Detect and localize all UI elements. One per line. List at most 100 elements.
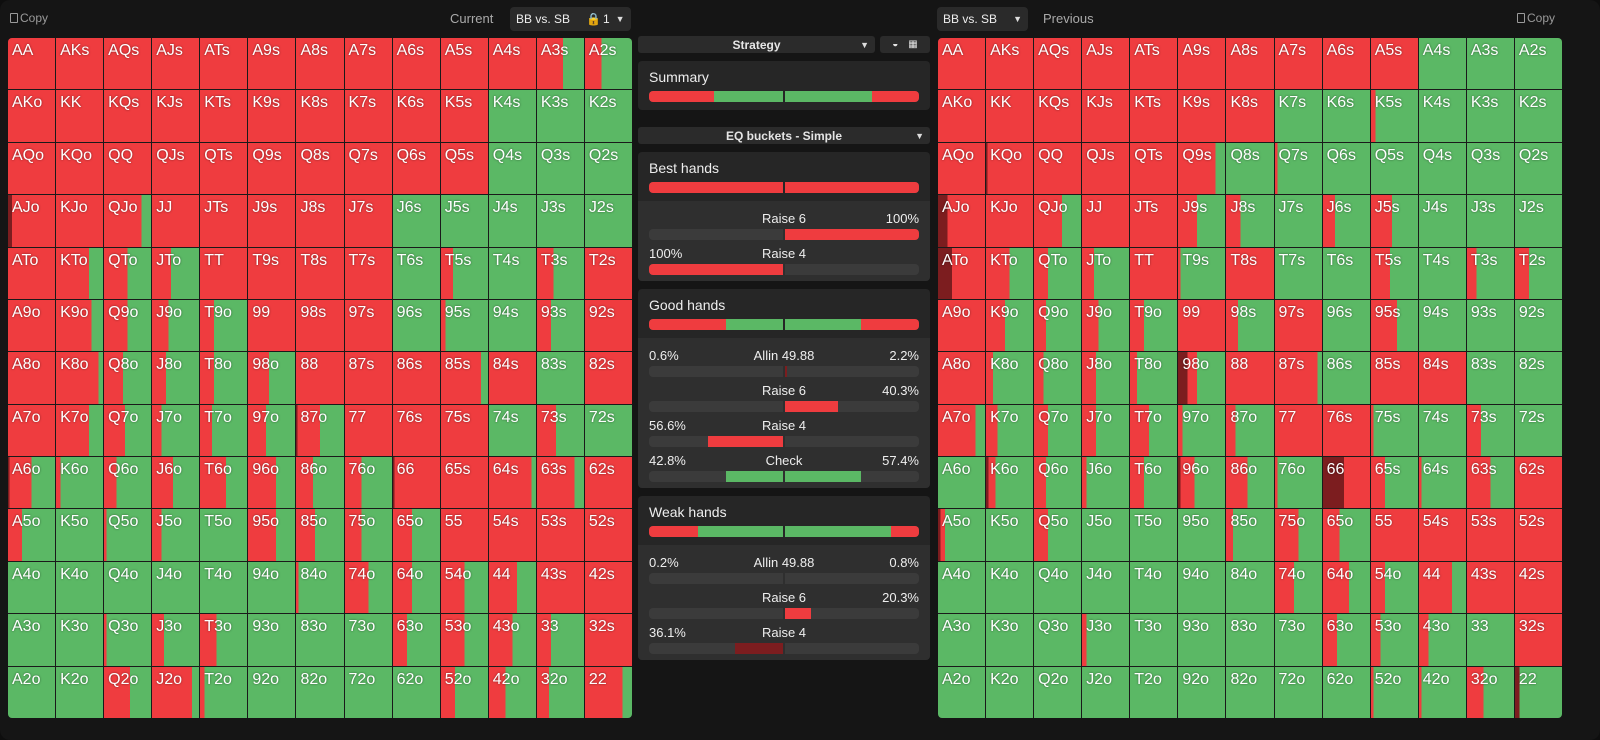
hand-cell[interactable]: 76o xyxy=(344,457,392,509)
hand-cell[interactable]: 92s xyxy=(1514,299,1562,352)
hand-cell[interactable]: K6s xyxy=(1322,90,1370,142)
hand-cell[interactable]: 54s xyxy=(1418,509,1466,561)
hand-cell[interactable]: J8o xyxy=(152,352,200,404)
hand-cell[interactable]: Q8s xyxy=(1226,142,1274,195)
hand-cell[interactable]: 42s xyxy=(584,561,632,614)
hand-cell[interactable]: K5o xyxy=(56,509,104,561)
hand-cell[interactable]: K5s xyxy=(440,90,488,142)
hand-cell[interactable]: KJs xyxy=(1082,90,1130,142)
hand-cell[interactable]: 87s xyxy=(344,352,392,404)
hand-cell[interactable]: AQs xyxy=(104,38,152,90)
hand-cell[interactable]: 83o xyxy=(296,614,344,666)
hand-cell[interactable]: 72s xyxy=(584,404,632,457)
hand-cell[interactable]: TT xyxy=(1130,247,1178,299)
hand-cell[interactable]: 32o xyxy=(1466,666,1514,718)
hand-cell[interactable]: 44 xyxy=(1418,561,1466,614)
hand-cell[interactable]: 54s xyxy=(488,509,536,561)
hand-cell[interactable]: JJ xyxy=(1082,195,1130,247)
hand-cell[interactable]: ATs xyxy=(200,38,248,90)
hand-cell[interactable]: 77 xyxy=(344,404,392,457)
hand-cell[interactable]: 66 xyxy=(1322,457,1370,509)
hand-cell[interactable]: T4s xyxy=(1418,247,1466,299)
hand-cell[interactable]: 95s xyxy=(440,299,488,352)
hand-cell[interactable]: 84s xyxy=(1418,352,1466,404)
hand-cell[interactable]: JJ xyxy=(152,195,200,247)
hand-cell[interactable]: A2s xyxy=(584,38,632,90)
hand-cell[interactable]: J9s xyxy=(1178,195,1226,247)
hand-cell[interactable]: K9s xyxy=(1178,90,1226,142)
hand-cell[interactable]: T5o xyxy=(1130,509,1178,561)
hand-cell[interactable]: K4s xyxy=(1418,90,1466,142)
hand-cell[interactable]: 95o xyxy=(1178,509,1226,561)
hand-cell[interactable]: JTs xyxy=(200,195,248,247)
hand-cell[interactable]: 52s xyxy=(584,509,632,561)
hand-cell[interactable]: Q7s xyxy=(344,142,392,195)
hand-cell[interactable]: K6o xyxy=(56,457,104,509)
hand-cell[interactable]: 43s xyxy=(1466,561,1514,614)
hand-cell[interactable]: QTo xyxy=(104,247,152,299)
hand-cell[interactable]: K6s xyxy=(392,90,440,142)
hand-cell[interactable]: K9s xyxy=(248,90,296,142)
hand-cell[interactable]: A6s xyxy=(392,38,440,90)
hand-cell[interactable]: J5o xyxy=(152,509,200,561)
hand-cell[interactable]: A3o xyxy=(8,614,56,666)
hand-cell[interactable]: 54o xyxy=(440,561,488,614)
hand-cell[interactable]: T3s xyxy=(536,247,584,299)
hand-cell[interactable]: 65s xyxy=(1370,457,1418,509)
hand-cell[interactable]: KQo xyxy=(56,142,104,195)
hand-cell[interactable]: A8o xyxy=(938,352,986,404)
hand-cell[interactable]: 43o xyxy=(488,614,536,666)
hand-cell[interactable]: QTs xyxy=(1130,142,1178,195)
hand-cell[interactable]: 88 xyxy=(1226,352,1274,404)
hand-cell[interactable]: 64o xyxy=(392,561,440,614)
hand-cell[interactable]: Q3o xyxy=(104,614,152,666)
hand-cell[interactable]: TT xyxy=(200,247,248,299)
hand-cell[interactable]: 64o xyxy=(1322,561,1370,614)
hand-cell[interactable]: 53s xyxy=(536,509,584,561)
hand-cell[interactable]: 74o xyxy=(344,561,392,614)
hand-cell[interactable]: 52s xyxy=(1514,509,1562,561)
hand-cell[interactable]: Q9o xyxy=(1034,299,1082,352)
hand-cell[interactable]: KJo xyxy=(56,195,104,247)
hand-cell[interactable]: Q6s xyxy=(392,142,440,195)
hand-cell[interactable]: Q9s xyxy=(248,142,296,195)
hand-cell[interactable]: 62o xyxy=(1322,666,1370,718)
hand-cell[interactable]: Q4o xyxy=(1034,561,1082,614)
hand-cell[interactable]: 96o xyxy=(1178,457,1226,509)
hand-cell[interactable]: T9s xyxy=(1178,247,1226,299)
hand-cell[interactable]: QTs xyxy=(200,142,248,195)
hand-cell[interactable]: 84o xyxy=(296,561,344,614)
hand-cell[interactable]: 55 xyxy=(1370,509,1418,561)
hand-cell[interactable]: 75o xyxy=(1274,509,1322,561)
hand-cell[interactable]: K8o xyxy=(986,352,1034,404)
hand-cell[interactable]: 99 xyxy=(1178,299,1226,352)
hand-cell[interactable]: T7o xyxy=(1130,404,1178,457)
hand-cell[interactable]: 83s xyxy=(1466,352,1514,404)
hand-cell[interactable]: A2o xyxy=(938,666,986,718)
hand-cell[interactable]: 94s xyxy=(1418,299,1466,352)
hand-cell[interactable]: 85s xyxy=(440,352,488,404)
hand-cell[interactable]: 87s xyxy=(1274,352,1322,404)
hand-cell[interactable]: 92o xyxy=(1178,666,1226,718)
hand-cell[interactable]: K9o xyxy=(56,299,104,352)
hand-cell[interactable]: A9s xyxy=(248,38,296,90)
hand-cell[interactable]: 73s xyxy=(536,404,584,457)
hand-cell[interactable]: 94s xyxy=(488,299,536,352)
hand-cell[interactable]: KTo xyxy=(56,247,104,299)
hand-cell[interactable]: AJo xyxy=(8,195,56,247)
copy-right-button[interactable]: Copy xyxy=(1517,11,1555,25)
hand-cell[interactable]: A9o xyxy=(8,299,56,352)
hand-cell[interactable]: A4o xyxy=(938,561,986,614)
hand-cell[interactable]: 75o xyxy=(344,509,392,561)
hand-cell[interactable]: QTo xyxy=(1034,247,1082,299)
hand-cell[interactable]: T4s xyxy=(488,247,536,299)
hand-cell[interactable]: 76o xyxy=(1274,457,1322,509)
hand-cell[interactable]: 82s xyxy=(1514,352,1562,404)
hand-cell[interactable]: K8s xyxy=(1226,90,1274,142)
hand-cell[interactable]: ATo xyxy=(8,247,56,299)
hand-cell[interactable]: 92s xyxy=(584,299,632,352)
hand-cell[interactable]: 97o xyxy=(1178,404,1226,457)
view-toggle[interactable]: ◒ ▦ xyxy=(880,36,930,53)
hand-cell[interactable]: 44 xyxy=(488,561,536,614)
hand-cell[interactable]: KJo xyxy=(986,195,1034,247)
